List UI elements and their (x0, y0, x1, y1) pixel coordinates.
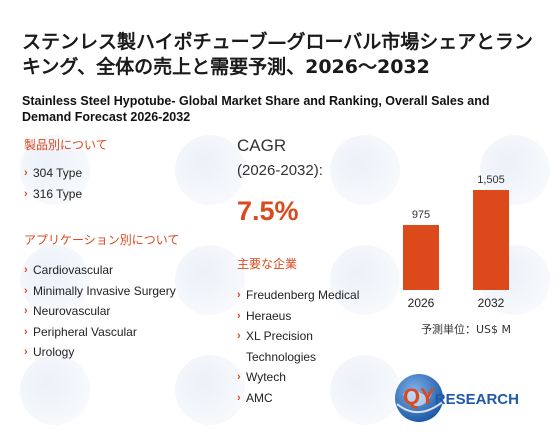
chevron-right-icon: › (237, 309, 241, 322)
bar-value-label: 1,505 (477, 174, 505, 186)
list-item: › 316 Type (24, 184, 82, 205)
companies-list: › Freudenberg Medical › Heraeus › XL Precis… (237, 285, 372, 408)
list-item: › Minimally Invasive Surgery (24, 281, 176, 302)
watermark-logo (175, 355, 245, 425)
list-item: › Heraeus (237, 306, 372, 327)
list-item: › AMC (237, 388, 372, 409)
bar-category-label: 2032 (477, 296, 505, 310)
list-item: › 304 Type (24, 163, 82, 184)
watermark-logo (175, 245, 245, 315)
page-title-jp: ステンレス製ハイポチューブ—グローバル市場シェアとランキング、全体の売上と需要予… (22, 31, 533, 78)
companies-section-heading: 主要な企業 (237, 257, 298, 271)
application-section-heading: アプリケーション別について (24, 233, 180, 247)
cagr-label: CAGR (237, 136, 287, 155)
list-item: › Neurovascular (24, 301, 176, 322)
bar-value-label: 975 (411, 209, 431, 222)
list-item: › Peripheral Vascular (24, 322, 176, 343)
logo-text: QYRESEARCH (403, 384, 519, 409)
chevron-right-icon: › (237, 289, 241, 301)
chevron-right-icon: › (24, 167, 28, 179)
list-item: › Wytech (237, 367, 372, 388)
chevron-right-icon: › (24, 346, 28, 358)
chart-bar (403, 225, 439, 290)
list-item: › Urology (24, 342, 176, 363)
watermark-logo (20, 355, 90, 425)
chart-bar (473, 190, 509, 290)
chevron-right-icon: › (24, 264, 28, 276)
bar-category-label: 2026 (407, 296, 435, 310)
list-item: › Cardiovascular (24, 260, 176, 281)
cagr-range: (2026-2032): (237, 162, 323, 179)
chevron-right-icon: › (24, 187, 28, 200)
application-list: › Cardiovascular › Minimally Invasive Surg… (24, 260, 176, 363)
chevron-right-icon: › (24, 284, 28, 297)
chevron-right-icon: › (237, 371, 241, 383)
list-item: › Freudenberg Medical (237, 285, 372, 306)
watermark-logo (175, 135, 245, 205)
list-item: › XL Precision Technologies (237, 326, 372, 367)
page-title-en: Stainless Steel Hypotube- Global Market … (22, 94, 490, 124)
chevron-right-icon: › (24, 305, 28, 317)
cagr-value: 7.5% (237, 196, 299, 226)
chevron-right-icon: › (24, 325, 28, 338)
unit-label: 予測単位：US$ M (421, 323, 512, 336)
qyresearch-logo: QYRESEARCH (395, 374, 519, 422)
chevron-right-icon: › (237, 391, 241, 404)
bar-chart: 975 2026 1,505 2032 (390, 170, 530, 330)
product-section-heading: 製品別について (24, 138, 108, 152)
chevron-right-icon: › (237, 330, 241, 342)
product-list: › 304 Type › 316 Type (24, 163, 82, 204)
